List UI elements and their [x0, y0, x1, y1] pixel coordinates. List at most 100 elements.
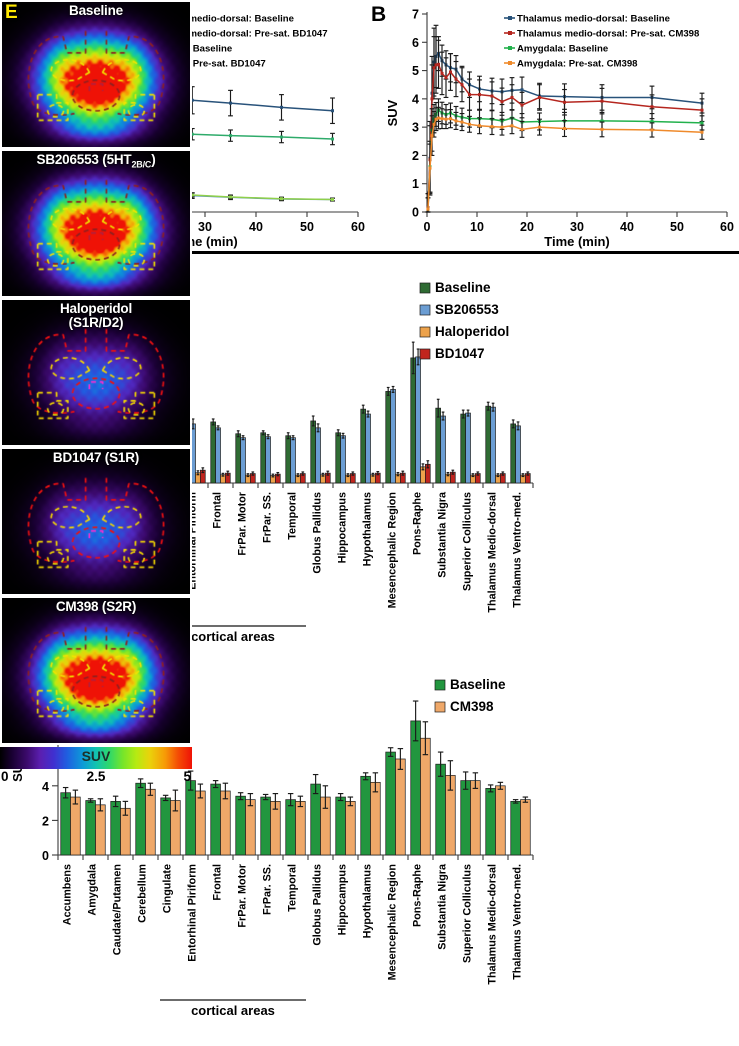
bar [510, 801, 521, 856]
legend-label: Thalamus medio-dorsal: Pre-sat. CM398 [517, 29, 700, 40]
brain-image-haloperidol: Haloperidol (S1R/D2) [0, 297, 192, 447]
bar-group [60, 786, 81, 856]
bar [260, 796, 271, 856]
bar-group [485, 781, 506, 856]
x-tick-label: 30 [570, 220, 584, 234]
bar [370, 781, 381, 856]
x-category-label: Pons-Raphe [412, 864, 424, 927]
bar [435, 763, 446, 856]
bar-group [260, 793, 281, 856]
bar [160, 797, 171, 856]
x-category-label: Accumbens [62, 864, 74, 925]
brain-image-baseline: Baseline [0, 0, 192, 149]
bar-group [335, 793, 356, 856]
bar [495, 785, 506, 856]
y-tick-label: 4 [412, 92, 419, 106]
bar [70, 796, 81, 856]
bar [470, 780, 481, 856]
bar-group [235, 792, 256, 856]
bar-group [210, 780, 231, 856]
x-tick-label: 60 [351, 220, 365, 234]
bar [240, 437, 246, 484]
legend-item: Haloperidol [419, 324, 509, 339]
bar [210, 421, 216, 484]
bar [185, 780, 196, 856]
y-tick-label: 3 [412, 121, 419, 135]
brain-image-bd1047: BD1047 (S1R) [0, 446, 192, 596]
bar [310, 783, 321, 856]
x-category-label: Caudate/Putamen [112, 864, 124, 955]
legend-label: Amygdala: Baseline [517, 44, 608, 55]
x-category-label: Thalamus Ventro-med. [512, 492, 524, 608]
x-category-label: Temporal [287, 492, 299, 540]
bar-group [385, 747, 406, 856]
bar-group [160, 789, 181, 856]
x-category-label: Hypothalamus [362, 492, 374, 566]
bar-group [235, 430, 256, 484]
x-category-label: Hippocampus [337, 864, 349, 935]
bar [285, 435, 291, 484]
x-category-label: Globus Pallidus [312, 492, 324, 574]
bar [510, 423, 516, 484]
y-tick-label: 0 [412, 206, 419, 220]
x-category-label: Mesencephalic Region [387, 492, 399, 608]
bar [235, 795, 246, 856]
legend-item: Baseline [419, 280, 491, 295]
legend-label: SB206553 [435, 302, 499, 317]
y-tick-label: 6 [412, 36, 419, 50]
x-category-label: Cerebellum [137, 864, 149, 923]
x-category-label: FrPar. SS. [262, 492, 274, 543]
brain-canvas [2, 299, 190, 445]
legend-label: Baseline [450, 677, 506, 692]
legend-item: Baseline [434, 677, 506, 692]
x-category-label: Entorhinal Piriform [187, 864, 199, 962]
x-category-label: FrPar. Motor [237, 491, 249, 555]
bar-group [110, 795, 131, 856]
bar [265, 436, 271, 484]
x-tick-label: 30 [198, 220, 212, 234]
bar [235, 433, 241, 484]
bar-group [410, 700, 431, 856]
x-category-label: Frontal [212, 864, 224, 901]
bar-group [510, 796, 531, 856]
y-tick-label: 1 [412, 177, 419, 191]
bar [395, 758, 406, 856]
panel-d-chart: 0246810SUVAccumbensAmygdalaCaudate/Putam… [10, 676, 534, 1018]
y-tick-label: 2 [412, 149, 419, 163]
bar [215, 427, 221, 484]
bar [135, 782, 146, 856]
bar [110, 801, 121, 856]
bar-group [435, 751, 456, 856]
y-tick-label: 2 [42, 814, 49, 828]
x-category-label: Substantia Nigra [437, 863, 449, 950]
x-tick-label: 50 [300, 220, 314, 234]
x-category-label: Superior Colliculus [462, 864, 474, 963]
bar [385, 751, 396, 856]
bar [335, 796, 346, 856]
x-category-label: Superior Colliculus [462, 492, 474, 591]
panel-d: D 0246810SUVAccumbensAmygdalaCaudate/Put… [0, 650, 545, 1046]
bar [490, 406, 496, 484]
x-category-label: Thalamus Medio-dorsal [487, 864, 499, 985]
bar [515, 425, 521, 484]
brain-title-cm398: CM398 (S2R) [55, 598, 137, 614]
bar-group [310, 773, 331, 856]
bar-group [85, 798, 106, 856]
x-category-label: Pons-Raphe [412, 492, 424, 555]
x-category-label: FrPar. SS. [262, 864, 274, 915]
x-tick-label: 0 [424, 220, 431, 234]
bar [485, 405, 491, 484]
y-tick-label: 4 [42, 780, 49, 794]
y-tick-label: 0 [42, 849, 49, 863]
brain-canvas [2, 448, 190, 594]
bar [415, 356, 421, 484]
y-tick-label: 7 [412, 8, 419, 22]
bar [295, 801, 306, 856]
x-category-label: Cingulate [162, 864, 174, 913]
bar-group [510, 419, 531, 484]
section-divider [0, 251, 739, 254]
line-series [425, 106, 705, 213]
legend-label: Amygdala: Pre-sat. BD1047 [141, 59, 266, 70]
bar [85, 800, 96, 856]
